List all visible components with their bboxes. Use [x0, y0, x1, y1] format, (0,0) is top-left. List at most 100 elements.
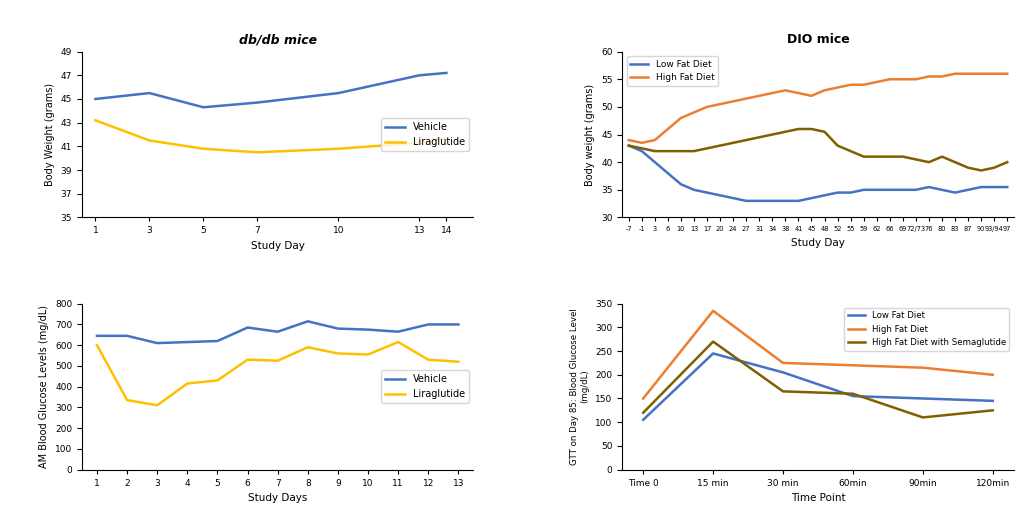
Low Fat Diet [740, 198, 753, 204]
Vehicle [121, 333, 133, 339]
Low Fat Diet [857, 187, 869, 193]
Legend: Vehicle, Liraglutide: Vehicle, Liraglutide [382, 370, 469, 403]
High Fat Diet [831, 85, 844, 91]
Low Fat Diet [870, 187, 883, 193]
Liraglutide [440, 135, 453, 141]
High Fat Diet [923, 73, 935, 79]
Liraglutide [453, 359, 465, 365]
Low Fat Diet [700, 189, 713, 196]
High Fat Diet [987, 372, 999, 378]
Low Fat Diet [766, 198, 778, 204]
Vehicle [211, 338, 223, 344]
Vehicle [302, 318, 314, 325]
Liraglutide [198, 146, 210, 152]
Low Fat Diet [662, 170, 674, 176]
High Fat Diet [777, 360, 790, 366]
Vehicle [332, 326, 344, 332]
Vehicle [271, 329, 284, 335]
Legend: Vehicle, Liraglutide: Vehicle, Liraglutide [382, 118, 469, 151]
High Fat Diet [857, 82, 869, 88]
Title: db/db mice: db/db mice [239, 33, 316, 46]
Low Fat Diet [987, 398, 999, 404]
Low Fat Diet [675, 181, 687, 187]
Liraglutide [333, 146, 345, 152]
Vehicle [333, 90, 345, 96]
Low Fat Diet [988, 184, 1000, 190]
High Fat Diet with Semaglutide [777, 388, 790, 394]
Low Fat Diet [936, 187, 948, 193]
Vehicle [392, 329, 404, 335]
High Fat Diet with Semaglutide [637, 410, 649, 416]
High Fat Diet [740, 95, 753, 102]
Low Fat Diet [845, 189, 857, 196]
Line: Vehicle: Vehicle [97, 321, 459, 343]
Low Fat Diet [805, 195, 817, 201]
X-axis label: Study Day: Study Day [251, 241, 304, 251]
Liraglutide [211, 377, 223, 383]
X-axis label: Study Day: Study Day [792, 238, 845, 248]
Y-axis label: AM Blood Glucose Levels (mg/dL): AM Blood Glucose Levels (mg/dL) [39, 305, 49, 468]
Liraglutide [392, 339, 404, 345]
Liraglutide [152, 402, 164, 408]
High Fat Diet [949, 71, 962, 77]
Low Fat Diet [714, 192, 726, 199]
Line: High Fat Diet: High Fat Diet [643, 311, 993, 398]
Liraglutide [242, 357, 254, 363]
High Fat Diet [909, 76, 922, 83]
Low Fat Diet [779, 198, 792, 204]
High Fat Diet [818, 87, 830, 93]
High Fat Diet [962, 71, 974, 77]
Low Fat Diet [623, 142, 635, 149]
Liraglutide [332, 350, 344, 357]
Low Fat Diet [793, 198, 805, 204]
High Fat Diet [766, 90, 778, 96]
Low Fat Diet [753, 198, 765, 204]
Vehicle [89, 96, 101, 102]
Liraglutide [251, 149, 263, 155]
Line: Low Fat Diet: Low Fat Diet [643, 353, 993, 420]
Liraglutide [302, 344, 314, 350]
Liraglutide [91, 342, 103, 348]
High Fat Diet with Semaglutide [847, 391, 859, 397]
Low Fat Diet [831, 189, 844, 196]
Legend: Low Fat Diet, High Fat Diet: Low Fat Diet, High Fat Diet [627, 56, 718, 86]
High Fat Diet with Semaglutide [987, 407, 999, 413]
Vehicle [251, 100, 263, 106]
Line: Low Fat Diet: Low Fat Diet [629, 146, 1008, 201]
Line: High Fat Diet: High Fat Diet [629, 74, 1008, 143]
Legend: Low Fat Diet, High Fat Diet, High Fat Diet with Semaglutide: Low Fat Diet, High Fat Diet, High Fat Di… [844, 308, 1010, 350]
Vehicle [152, 340, 164, 346]
Vehicle [440, 70, 453, 76]
Title: DIO mice: DIO mice [786, 33, 849, 46]
High Fat Diet [847, 362, 859, 368]
Liraglutide [361, 351, 374, 358]
Vehicle [198, 104, 210, 110]
High Fat Diet [884, 76, 896, 83]
Low Fat Diet [884, 187, 896, 193]
High Fat Diet with Semaglutide [707, 338, 719, 345]
High Fat Diet [845, 82, 857, 88]
Low Fat Diet [688, 187, 700, 193]
X-axis label: Time Point: Time Point [791, 493, 845, 503]
High Fat Diet [727, 98, 739, 104]
Low Fat Diet [707, 350, 719, 357]
Low Fat Diet [962, 187, 974, 193]
High Fat Diet [870, 79, 883, 85]
High Fat Diet [936, 73, 948, 79]
Vehicle [453, 321, 465, 328]
High Fat Diet [779, 87, 792, 93]
High Fat Diet [675, 115, 687, 121]
Liraglutide [121, 397, 133, 403]
High Fat Diet [636, 140, 648, 146]
Liraglutide [414, 140, 426, 146]
Low Fat Diet [847, 393, 859, 399]
High Fat Diet [805, 93, 817, 99]
Liraglutide [89, 117, 101, 123]
Low Fat Diet [916, 395, 929, 401]
Vehicle [422, 321, 434, 328]
High Fat Diet [714, 101, 726, 107]
Y-axis label: GTT on Day 85: Blood Glucose Level
(mg/dL): GTT on Day 85: Blood Glucose Level (mg/d… [570, 308, 590, 465]
Low Fat Diet [949, 189, 962, 196]
Low Fat Diet [975, 184, 987, 190]
High Fat Diet [662, 126, 674, 132]
